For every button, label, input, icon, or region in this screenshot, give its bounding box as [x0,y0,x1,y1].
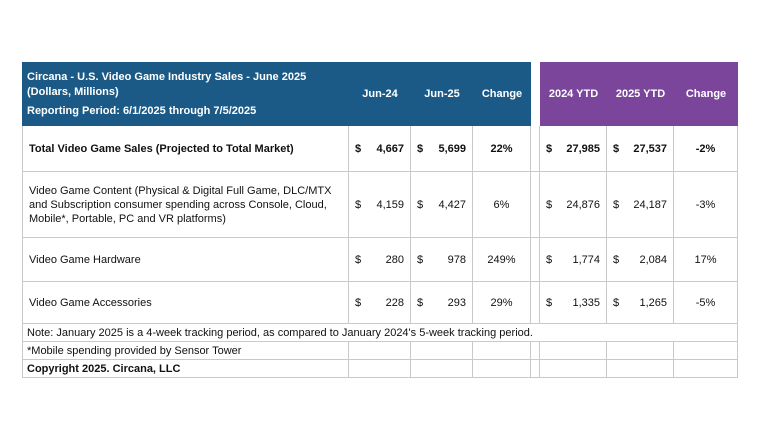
cell-total-jun24: $4,667 [349,126,411,172]
cell-content-ytd-change: -3% [674,172,738,238]
empty-cell [540,342,607,360]
value: 1,335 [572,296,600,309]
cell-accessories-jun25: $293 [411,282,473,324]
note-tracking-period: Note: January 2025 is a 4-week tracking … [22,324,738,342]
value: 4,667 [376,142,404,155]
table-subtitle: (Dollars, Millions) [27,85,119,98]
currency-symbol: $ [613,296,620,309]
row-label-hardware: Video Game Hardware [22,238,349,282]
col-header-jun24: Jun-24 [349,62,411,126]
cell-content-ytd25: $24,187 [607,172,674,238]
currency-symbol: $ [417,142,424,155]
cell-total-jun25: $5,699 [411,126,473,172]
value: 24,876 [566,198,600,211]
cell-content-jun24: $4,159 [349,172,411,238]
value: 24,187 [633,198,667,211]
value: 4,427 [438,198,466,211]
value: 280 [385,253,404,266]
spacer [531,172,540,238]
currency-symbol: $ [613,253,620,266]
row-label-accessories: Video Game Accessories [22,282,349,324]
empty-cell [607,342,674,360]
cell-content-change: 6% [473,172,531,238]
col-header-ytd-change: Change [674,62,738,126]
cell-accessories-ytd25: $1,265 [607,282,674,324]
empty-cell [473,360,531,378]
currency-symbol: $ [355,296,362,309]
value: 4,159 [376,198,404,211]
currency-symbol: $ [355,198,362,211]
empty-cell [411,360,473,378]
col-header-2024-ytd: 2024 YTD [540,62,607,126]
cell-hardware-change: 249% [473,238,531,282]
col-header-2025-ytd: 2025 YTD [607,62,674,126]
cell-hardware-ytd-change: 17% [674,238,738,282]
currency-symbol: $ [417,296,424,309]
value: 1,774 [572,253,600,266]
currency-symbol: $ [613,142,620,155]
value: 27,537 [633,142,667,155]
empty-cell [674,342,738,360]
currency-symbol: $ [613,198,620,211]
col-header-change: Change [473,62,531,126]
currency-symbol: $ [546,198,553,211]
col-header-jun25: Jun-25 [411,62,473,126]
cell-accessories-jun24: $228 [349,282,411,324]
row-label-total: Total Video Game Sales (Projected to Tot… [22,126,349,172]
cell-hardware-jun25: $978 [411,238,473,282]
empty-cell [607,360,674,378]
note-mobile-source: *Mobile spending provided by Sensor Towe… [22,342,349,360]
reporting-period: Reporting Period: 6/1/2025 through 7/5/2… [27,104,257,117]
cell-total-ytd-change: -2% [674,126,738,172]
cell-content-jun25: $4,427 [411,172,473,238]
spacer [531,238,540,282]
currency-symbol: $ [355,142,362,155]
empty-cell [540,360,607,378]
empty-cell [531,360,540,378]
empty-cell [531,342,540,360]
empty-cell [411,342,473,360]
cell-total-ytd25: $27,537 [607,126,674,172]
empty-cell [674,360,738,378]
cell-content-ytd24: $24,876 [540,172,607,238]
currency-symbol: $ [417,253,424,266]
value: 978 [447,253,466,266]
sales-table: Circana - U.S. Video Game Industry Sales… [22,54,738,382]
cell-accessories-ytd-change: -5% [674,282,738,324]
currency-symbol: $ [546,253,553,266]
cell-hardware-ytd24: $1,774 [540,238,607,282]
copyright: Copyright 2025. Circana, LLC [22,360,349,378]
cell-accessories-change: 29% [473,282,531,324]
empty-cell [349,342,411,360]
currency-symbol: $ [546,296,553,309]
empty-cell [473,342,531,360]
currency-symbol: $ [355,253,362,266]
empty-cell [349,360,411,378]
value: 5,699 [438,142,466,155]
value: 1,265 [639,296,667,309]
cell-total-ytd24: $27,985 [540,126,607,172]
cell-accessories-ytd24: $1,335 [540,282,607,324]
row-label-content: Video Game Content (Physical & Digital F… [22,172,349,238]
cell-total-change: 22% [473,126,531,172]
value: 2,084 [639,253,667,266]
spacer [531,126,540,172]
cell-hardware-ytd25: $2,084 [607,238,674,282]
table-title-block: Circana - U.S. Video Game Industry Sales… [22,62,349,126]
currency-symbol: $ [546,142,553,155]
spacer [531,282,540,324]
value: 27,985 [566,142,600,155]
cell-hardware-jun24: $280 [349,238,411,282]
currency-symbol: $ [417,198,424,211]
table-title: Circana - U.S. Video Game Industry Sales… [27,70,307,83]
value: 293 [447,296,466,309]
value: 228 [385,296,404,309]
